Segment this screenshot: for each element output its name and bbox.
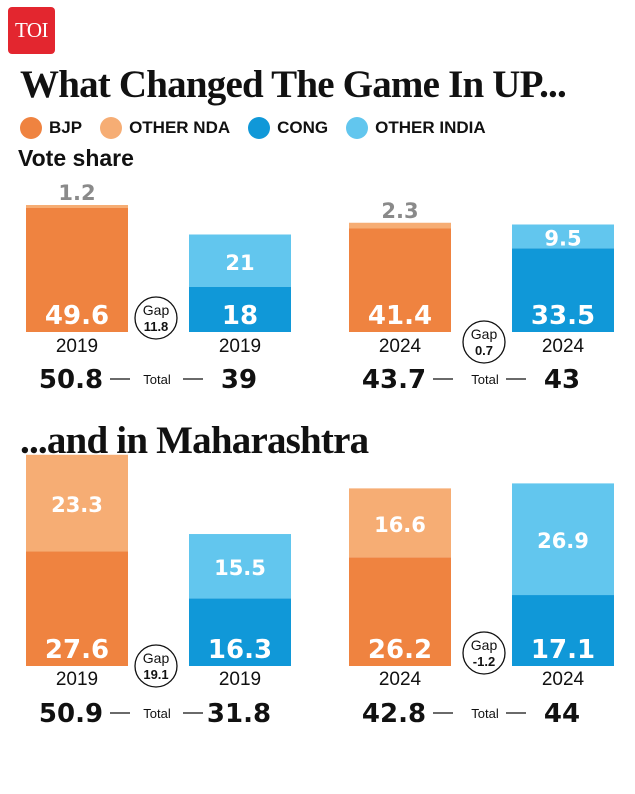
legend-label-cong: CONG [277,118,329,137]
legend: BJP OTHER NDA CONG OTHER INDIA [20,117,504,139]
year-india-maharashtra-2024: 2024 [542,669,585,690]
label-other-india-maharashtra-2024: 26.9 [537,529,589,553]
gap-oval-maharashtra-2019 [134,644,178,688]
total-nda-maharashtra-2019: 50.9 [39,699,103,729]
toi-logo: TOI [8,7,55,54]
total-nda-up-2024: 43.7 [362,365,426,395]
legend-item-other-nda: OTHER NDA [100,117,230,139]
bar-bjp-up-2019 [26,208,128,332]
legend-swatch-other-india [346,117,369,139]
legend-item-other-india: OTHER INDIA [346,117,486,139]
gap-word-up-2019: Gap [143,302,170,318]
total-india-up-2024: 43 [544,365,580,395]
title-up: What Changed The Game In UP... [20,63,567,106]
bar-other-india-maharashtra-2019 [189,534,291,599]
legend-swatch-bjp [20,117,42,139]
gap-word-maharashtra-2024: Gap [471,637,498,653]
gap-oval-up-2024 [462,320,506,364]
legend-swatch-other-nda [100,117,123,139]
subtitle-vote-share: Vote share [18,145,134,171]
bar-other-india-up-2019 [189,234,291,287]
bar-cong-up-2024 [512,248,614,332]
label-other-nda-up-2024: 2.3 [381,199,418,223]
total-india-maharashtra-2024: 44 [544,699,580,729]
label-other-nda-maharashtra-2019: 23.3 [51,493,103,517]
gap-oval-up-2019 [134,296,178,340]
gap-value-maharashtra-2019: 19.1 [143,667,168,682]
total-word-maharashtra-2019: Total [143,706,171,721]
label-bjp-up-2024: 41.4 [368,301,432,331]
bar-bjp-up-2024 [349,228,451,332]
legend-item-bjp: BJP [20,117,82,139]
bar-other-nda-maharashtra-2019 [26,454,128,552]
bar-other-india-up-2024 [512,224,614,249]
label-cong-maharashtra-2024: 17.1 [531,635,595,665]
gap-word-maharashtra-2019: Gap [143,650,170,666]
total-nda-maharashtra-2024: 42.8 [362,699,426,729]
label-other-india-up-2024: 9.5 [544,226,581,250]
year-india-maharashtra-2019: 2019 [219,669,261,690]
total-word-up-2024: Total [471,372,499,387]
legend-item-cong: CONG [248,117,328,139]
bar-other-nda-up-2019 [26,205,128,208]
year-india-up-2024: 2024 [542,336,585,357]
bar-bjp-maharashtra-2024 [349,557,451,666]
label-cong-up-2019: 18 [222,301,258,331]
legend-label-bjp: BJP [49,118,83,137]
bar-cong-maharashtra-2024 [512,595,614,666]
legend-swatch-cong [248,117,271,139]
bar-cong-maharashtra-2019 [189,598,291,666]
total-nda-up-2019: 50.8 [39,365,103,395]
total-india-maharashtra-2019: 31.8 [207,699,271,729]
label-cong-maharashtra-2019: 16.3 [208,635,272,665]
label-other-india-maharashtra-2019: 15.5 [214,556,266,580]
label-other-nda-maharashtra-2024: 16.6 [374,513,426,537]
label-bjp-up-2019: 49.6 [45,301,109,331]
bar-other-india-maharashtra-2024 [512,483,614,596]
label-bjp-maharashtra-2024: 26.2 [368,635,432,665]
label-other-nda-up-2019: 1.2 [58,181,95,205]
bar-other-nda-maharashtra-2024 [349,488,451,558]
bar-cong-up-2019 [189,287,291,332]
total-india-up-2019: 39 [221,365,257,395]
year-nda-up-2019: 2019 [56,336,98,357]
gap-value-maharashtra-2024: -1.2 [473,654,495,669]
gap-value-up-2024: 0.7 [475,343,493,358]
gap-oval-maharashtra-2024 [462,631,506,675]
label-bjp-maharashtra-2019: 27.6 [45,635,109,665]
legend-label-other-nda: OTHER NDA [129,118,231,137]
year-india-up-2019: 2019 [219,336,261,357]
gap-value-up-2019: 11.8 [144,319,169,334]
year-nda-maharashtra-2019: 2019 [56,669,98,690]
label-cong-up-2024: 33.5 [531,301,595,331]
year-nda-maharashtra-2024: 2024 [379,669,422,690]
total-word-up-2019: Total [143,372,171,387]
legend-label-other-india: OTHER INDIA [375,118,486,137]
year-nda-up-2024: 2024 [379,336,422,357]
label-other-india-up-2019: 21 [225,251,254,275]
bar-other-nda-up-2024 [349,222,451,229]
gap-word-up-2024: Gap [471,326,498,342]
bar-bjp-maharashtra-2019 [26,551,128,666]
total-word-maharashtra-2024: Total [471,706,499,721]
